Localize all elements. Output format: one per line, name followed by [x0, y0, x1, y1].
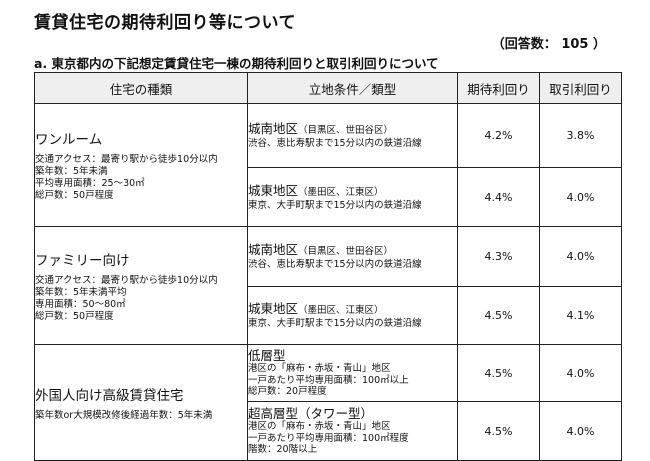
- housing-type-detail: 交通アクセス：最寄り駅から徒歩10分以内: [35, 154, 218, 165]
- housing-type-detail: 総戸数：50戸程度: [35, 190, 114, 201]
- table-row: 城東地区（墨田区、江東区） 東京、大手町駅まで15分以内の鉄道沿線 4.4% 4…: [35, 167, 622, 227]
- section-subtitle: a. 東京都内の下記想定賃貸住宅一棟の期待利回りと取引利回りについて: [34, 56, 439, 71]
- location-name: 低層型: [248, 348, 286, 364]
- transaction-yield: 4.1%: [539, 286, 622, 345]
- housing-type-cell: ファミリー向け 交通アクセス：最寄り駅から徒歩10分以内 築年数：5年未満平均 …: [34, 226, 248, 345]
- transaction-yield: 3.8%: [539, 103, 622, 168]
- location-cell: 城東地区（墨田区、江東区） 東京、大手町駅まで15分以内の鉄道沿線: [247, 286, 458, 345]
- location-description: 渋谷、恵比寿駅まで15分以内の鉄道沿線: [248, 259, 422, 271]
- location-description: 一戸あたり平均専用面積：100㎡程度: [248, 432, 409, 444]
- expected-yield: 4.5%: [457, 344, 540, 402]
- location-name: 超高層型（タワー型）: [248, 406, 374, 422]
- location-cell: 城南地区（目黒区、世田谷区） 渋谷、恵比寿駅まで15分以内の鉄道沿線: [247, 103, 458, 168]
- table-row: 超高層型（タワー型） 港区の「麻布・赤坂・青山」地区 一戸あたり平均専用面積：1…: [35, 401, 622, 461]
- transaction-yield: 4.0%: [539, 344, 622, 402]
- expected-yield: 4.4%: [457, 167, 540, 227]
- housing-type-detail: 平均専用面積：25〜30㎡: [35, 178, 145, 189]
- housing-type-cell: ワンルーム 交通アクセス：最寄り駅から徒歩10分以内 築年数：5年未満 平均専用…: [34, 103, 248, 227]
- location-wards: （目黒区、世田谷区）: [298, 125, 394, 137]
- location-wards: （墨田区、江東区）: [298, 186, 384, 198]
- table-row: 城東地区（墨田区、江東区） 東京、大手町駅まで15分以内の鉄道沿線 4.5% 4…: [35, 286, 622, 345]
- location-cell: 城東地区（墨田区、江東区） 東京、大手町駅まで15分以内の鉄道沿線: [247, 167, 458, 227]
- expected-yield: 4.3%: [457, 226, 540, 287]
- location-cell: 低層型 港区の「麻布・赤坂・青山」地区 一戸あたり平均専用面積：100㎡以上 総…: [247, 344, 458, 402]
- yield-table: 住宅の種類 立地条件／類型 期待利回り 取引利回り ワンルーム 交通アクセス：最…: [34, 72, 622, 461]
- housing-type-name: 外国人向け高級賃貸住宅: [35, 387, 184, 404]
- location-description: 東京、大手町駅まで15分以内の鉄道沿線: [248, 318, 422, 330]
- expected-yield: 4.5%: [457, 401, 540, 461]
- housing-type-detail: 専用面積：50〜80㎡: [35, 298, 126, 310]
- transaction-yield: 4.0%: [539, 167, 622, 227]
- housing-type-cell: 外国人向け高級賃貸住宅 築年数or大規模改修後経過年数：5年未満: [34, 344, 248, 461]
- header-housing-type: 住宅の種類: [34, 72, 248, 104]
- header-location: 立地条件／類型: [247, 72, 458, 104]
- transaction-yield: 4.0%: [539, 226, 622, 287]
- header-transaction-yield: 取引利回り: [539, 72, 622, 104]
- housing-type-detail: 築年数：5年未満平均: [35, 286, 127, 298]
- location-description: 東京、大手町駅まで15分以内の鉄道沿線: [248, 199, 422, 211]
- header-row: 住宅の種類 立地条件／類型 期待利回り 取引利回り: [34, 72, 622, 104]
- location-description: 渋谷、恵比寿駅まで15分以内の鉄道沿線: [248, 138, 422, 150]
- transaction-yield: 4.0%: [539, 401, 622, 461]
- housing-type-detail: 築年数：5年未満: [35, 166, 108, 177]
- housing-type-detail: 総戸数：50戸程度: [35, 310, 114, 322]
- location-wards: （墨田区、江東区）: [298, 305, 384, 317]
- location-name: 城東地区: [248, 301, 299, 317]
- housing-type-detail: 築年数or大規模改修後経過年数：5年未満: [35, 409, 213, 421]
- page-title: 賃貸住宅の期待利回り等について: [34, 13, 296, 33]
- location-description: 港区の「麻布・赤坂・青山」地区: [248, 421, 391, 433]
- table-row: 外国人向け高級賃貸住宅 築年数or大規模改修後経過年数：5年未満 低層型 港区の…: [34, 344, 622, 461]
- location-description: 港区の「麻布・赤坂・青山」地区: [248, 363, 391, 375]
- location-name: 城南地区: [248, 242, 299, 258]
- location-name: 城東地区: [248, 182, 299, 198]
- expected-yield: 4.2%: [457, 103, 540, 168]
- header-expected-yield: 期待利回り: [457, 72, 540, 104]
- housing-type-name: ワンルーム: [35, 132, 103, 148]
- location-wards: （目黒区、世田谷区）: [298, 246, 394, 258]
- expected-yield: 4.5%: [457, 286, 540, 345]
- table-row: ファミリー向け 交通アクセス：最寄り駅から徒歩10分以内 築年数：5年未満平均 …: [34, 226, 622, 345]
- location-description: 階数：20階以上: [248, 444, 318, 456]
- location-cell: 城南地区（目黒区、世田谷区） 渋谷、恵比寿駅まで15分以内の鉄道沿線: [247, 226, 458, 287]
- housing-type-detail: 交通アクセス：最寄り駅から徒歩10分以内: [35, 274, 218, 286]
- location-description: 一戸あたり平均専用面積：100㎡以上: [248, 374, 409, 386]
- response-count: （回答数： 105 ）: [491, 37, 606, 52]
- housing-type-name: ファミリー向け: [35, 252, 130, 269]
- location-cell: 超高層型（タワー型） 港区の「麻布・赤坂・青山」地区 一戸あたり平均専用面積：1…: [247, 401, 458, 461]
- location-name: 城南地区: [248, 121, 299, 137]
- location-description: 総戸数：20戸程度: [248, 386, 327, 398]
- table-row: ワンルーム 交通アクセス：最寄り駅から徒歩10分以内 築年数：5年未満 平均専用…: [34, 103, 622, 227]
